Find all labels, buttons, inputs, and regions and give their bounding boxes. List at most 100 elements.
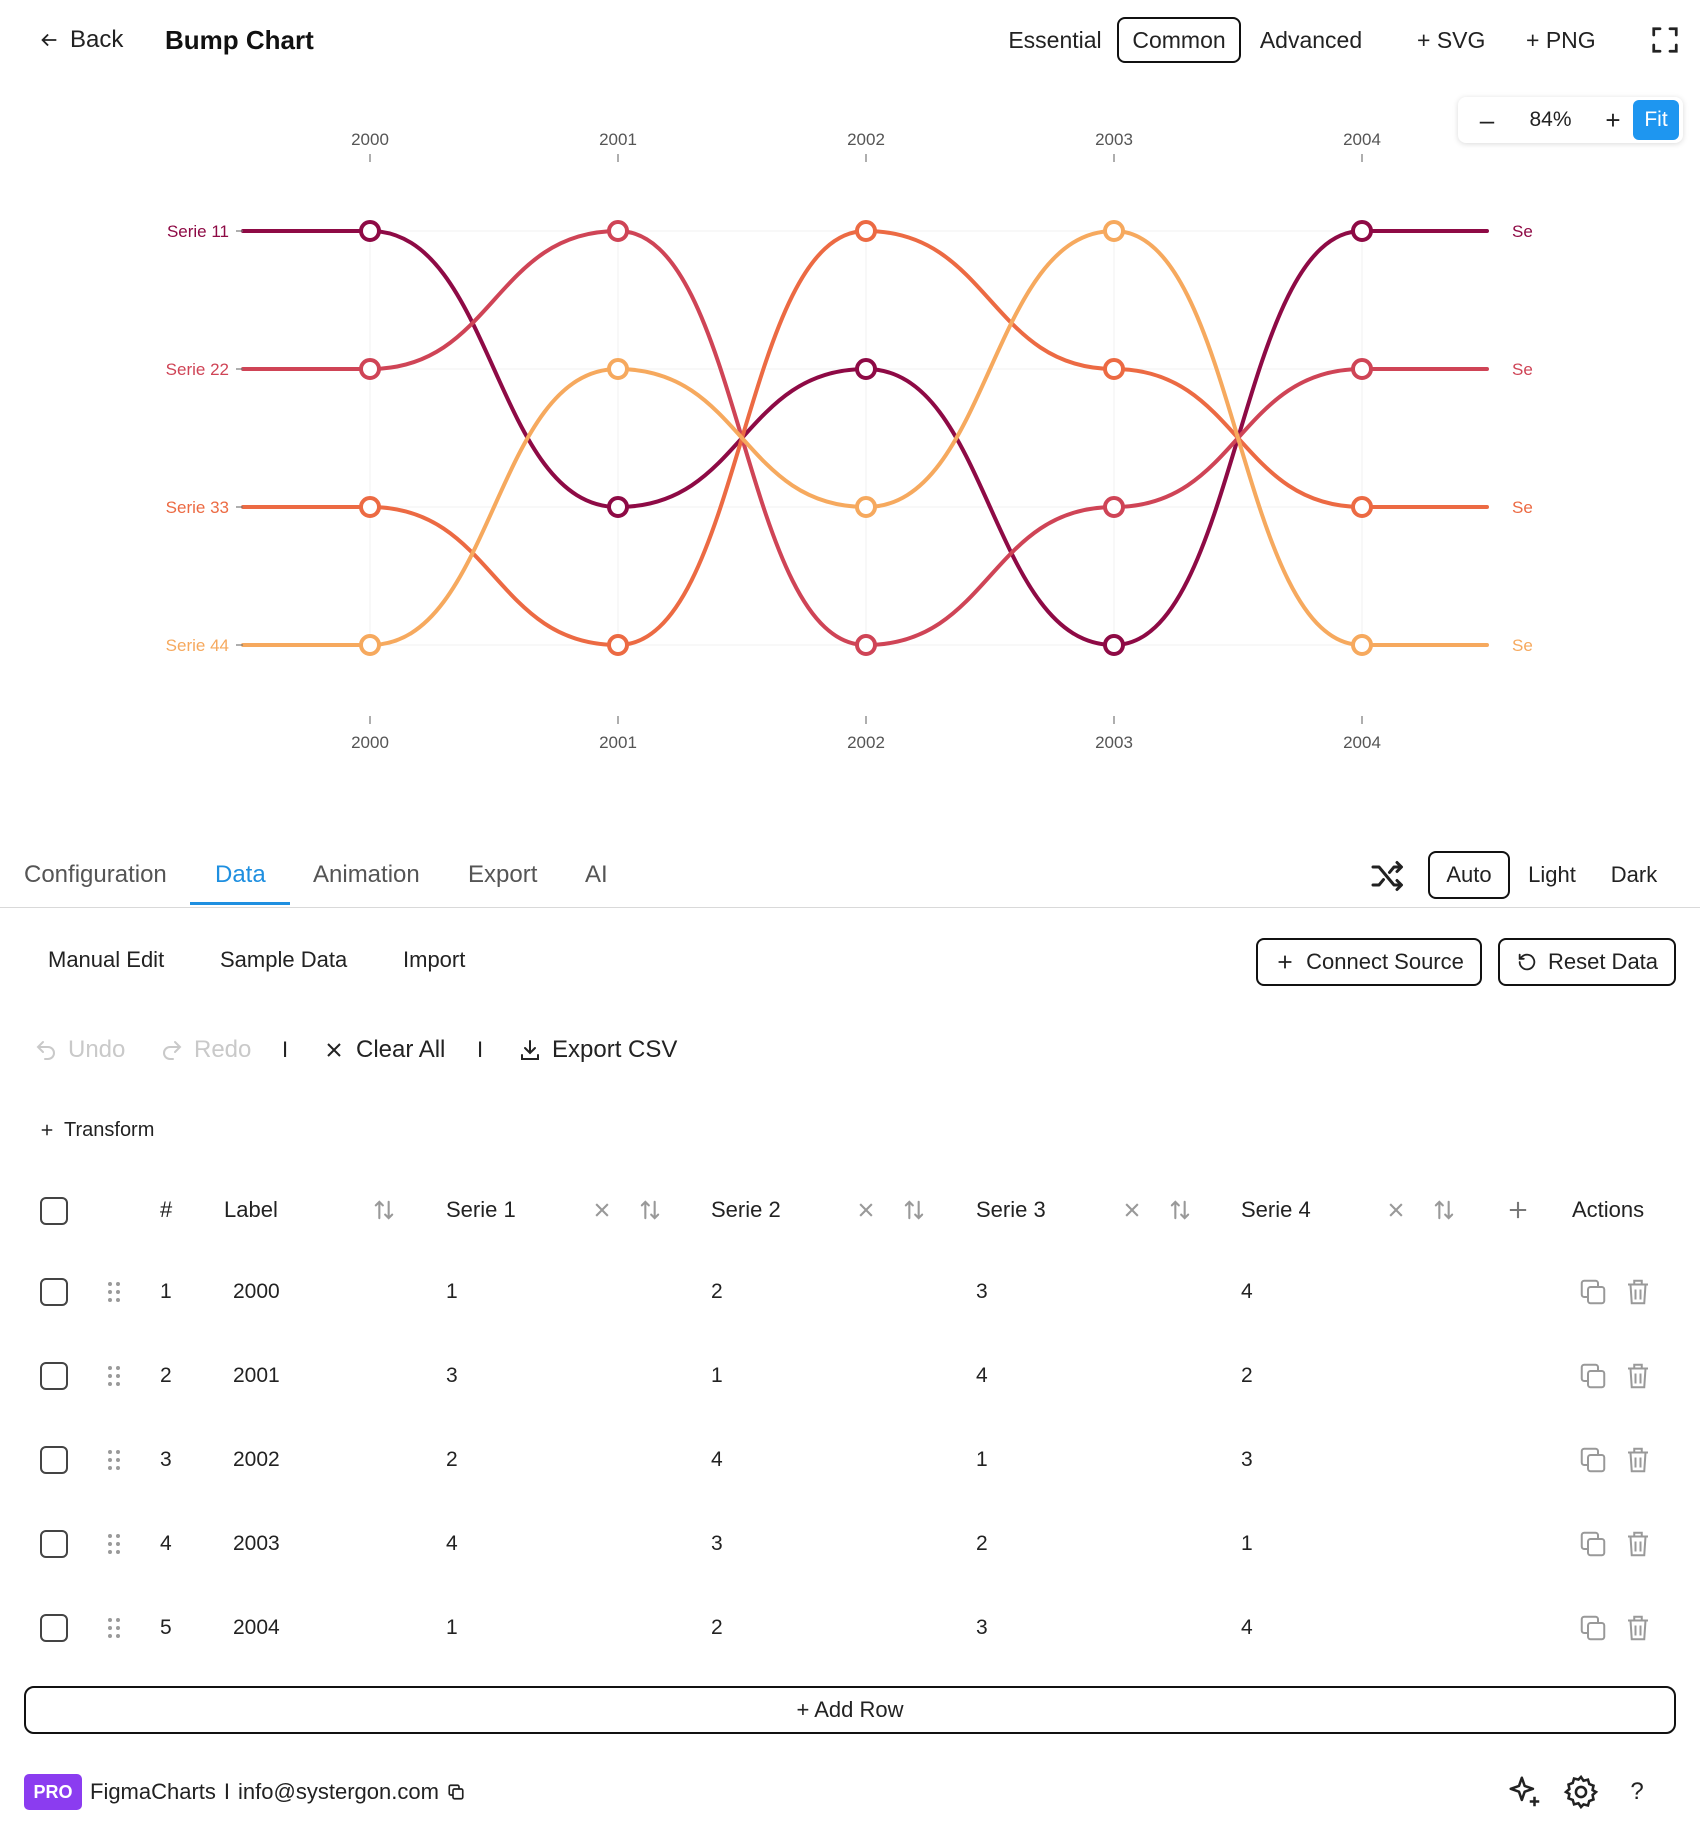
back-label: Back xyxy=(70,26,124,53)
sort-icon[interactable] xyxy=(900,1196,928,1224)
contact-email[interactable]: info@systergon.com xyxy=(238,1779,439,1804)
add-row-button[interactable]: + Add Row xyxy=(24,1686,1676,1734)
serie-2-cell[interactable]: 2 xyxy=(711,1616,723,1639)
redo-label: Redo xyxy=(194,1036,252,1063)
serie-2-cell[interactable]: 3 xyxy=(711,1532,723,1555)
gear-icon[interactable] xyxy=(1562,1773,1600,1811)
sort-icon[interactable] xyxy=(370,1196,398,1224)
row-checkbox[interactable] xyxy=(40,1362,68,1390)
transform-button[interactable]: Transform xyxy=(38,1112,154,1148)
mode-tab-essential[interactable]: Essential xyxy=(1008,27,1102,53)
serie-3-cell[interactable]: 1 xyxy=(976,1448,988,1471)
theme-light-button[interactable]: Light xyxy=(1528,862,1576,887)
serie-2-cell[interactable]: 1 xyxy=(711,1364,723,1387)
tab-manual-edit[interactable]: Manual Edit xyxy=(48,947,165,972)
serie-4-cell[interactable]: 2 xyxy=(1241,1364,1253,1387)
serie-1-cell[interactable]: 2 xyxy=(446,1448,458,1471)
remove-column-icon[interactable] xyxy=(588,1196,616,1224)
serie-3-cell[interactable]: 4 xyxy=(976,1364,988,1387)
label-cell[interactable]: 2003 xyxy=(233,1532,280,1555)
reset-icon xyxy=(1518,953,1536,971)
serie-4-cell[interactable]: 1 xyxy=(1241,1532,1253,1555)
duplicate-row-icon[interactable] xyxy=(1578,1277,1608,1307)
serie-2-cell[interactable]: 2 xyxy=(711,1280,723,1303)
label-cell[interactable]: 2001 xyxy=(233,1364,280,1387)
help-button[interactable]: ? xyxy=(1630,1778,1644,1805)
mode-tab-common[interactable]: Common xyxy=(1117,17,1241,63)
delete-row-icon[interactable] xyxy=(1623,1529,1653,1559)
drag-handle-icon[interactable] xyxy=(104,1530,124,1558)
remove-column-icon[interactable] xyxy=(1382,1196,1410,1224)
label-cell[interactable]: 2000 xyxy=(233,1280,280,1303)
sparkles-icon[interactable] xyxy=(1506,1773,1544,1811)
undo-button[interactable]: Undo xyxy=(34,1030,125,1070)
delete-row-icon[interactable] xyxy=(1623,1613,1653,1643)
serie-2-cell[interactable]: 4 xyxy=(711,1448,723,1471)
tab-ai[interactable]: AI xyxy=(585,861,608,888)
serie-1-cell[interactable]: 4 xyxy=(446,1532,458,1555)
drag-handle-icon[interactable] xyxy=(104,1446,124,1474)
serie-1-cell[interactable]: 1 xyxy=(446,1616,458,1639)
drag-handle-icon[interactable] xyxy=(104,1614,124,1642)
add-column-icon[interactable] xyxy=(1504,1196,1532,1224)
zoom-out-button[interactable]: – xyxy=(1479,105,1495,135)
row-checkbox[interactable] xyxy=(40,1278,68,1306)
drag-handle-icon[interactable] xyxy=(104,1278,124,1306)
duplicate-row-icon[interactable] xyxy=(1578,1445,1608,1475)
serie-3-cell[interactable]: 3 xyxy=(976,1616,988,1639)
remove-column-icon[interactable] xyxy=(1118,1196,1146,1224)
back-button[interactable]: Back xyxy=(38,20,123,60)
delete-row-icon[interactable] xyxy=(1623,1361,1653,1391)
theme-dark-button[interactable]: Dark xyxy=(1610,862,1658,887)
row-checkbox[interactable] xyxy=(40,1446,68,1474)
tab-configuration[interactable]: Configuration xyxy=(24,861,167,888)
label-cell[interactable]: 2002 xyxy=(233,1448,280,1471)
row-checkbox[interactable] xyxy=(40,1614,68,1642)
serie-4-cell[interactable]: 3 xyxy=(1241,1448,1253,1471)
drag-handle-icon[interactable] xyxy=(104,1362,124,1390)
serie-4-cell[interactable]: 4 xyxy=(1241,1616,1253,1639)
redo-button[interactable]: Redo xyxy=(160,1030,251,1070)
serie-4-cell[interactable]: 4 xyxy=(1241,1280,1253,1303)
shuffle-icon[interactable] xyxy=(1370,858,1406,894)
sort-icon[interactable] xyxy=(1430,1196,1458,1224)
tab-sample-data[interactable]: Sample Data xyxy=(220,947,348,972)
export-png-button[interactable]: + PNG xyxy=(1526,27,1596,53)
duplicate-row-icon[interactable] xyxy=(1578,1613,1608,1643)
serie-3-cell[interactable]: 3 xyxy=(976,1280,988,1303)
delete-row-icon[interactable] xyxy=(1623,1277,1653,1307)
sort-icon[interactable] xyxy=(636,1196,664,1224)
serie-3-cell[interactable]: 2 xyxy=(976,1532,988,1555)
mode-tab-advanced[interactable]: Advanced xyxy=(1259,27,1363,53)
sort-icon[interactable] xyxy=(1166,1196,1194,1224)
theme-auto-button[interactable]: Auto xyxy=(1428,851,1510,899)
duplicate-row-icon[interactable] xyxy=(1578,1361,1608,1391)
serie-1-cell[interactable]: 1 xyxy=(446,1280,458,1303)
fullscreen-icon[interactable] xyxy=(1650,25,1680,55)
delete-row-icon[interactable] xyxy=(1623,1445,1653,1475)
label-cell[interactable]: 2004 xyxy=(233,1616,280,1639)
serie-1-cell[interactable]: 3 xyxy=(446,1364,458,1387)
zoom-in-button[interactable]: + xyxy=(1605,105,1621,135)
select-all-checkbox[interactable] xyxy=(40,1197,68,1225)
reset-data-button[interactable]: Reset Data xyxy=(1498,938,1676,986)
column-header-label: Label xyxy=(224,1197,278,1222)
copy-icon[interactable] xyxy=(447,1783,465,1801)
tab-animation[interactable]: Animation xyxy=(313,861,420,888)
tab-data[interactable]: Data xyxy=(215,861,266,888)
y-axis-label: Serie 33 xyxy=(166,498,229,517)
data-point xyxy=(855,634,877,656)
connect-source-button[interactable]: Connect Source xyxy=(1256,938,1482,986)
export-csv-button[interactable]: Export CSV xyxy=(518,1030,677,1070)
row-checkbox[interactable] xyxy=(40,1530,68,1558)
export-svg-button[interactable]: + SVG xyxy=(1417,27,1486,53)
fit-button[interactable]: Fit xyxy=(1633,100,1679,140)
remove-column-icon[interactable] xyxy=(852,1196,880,1224)
clear-all-button[interactable]: Clear All xyxy=(322,1030,445,1070)
duplicate-row-icon[interactable] xyxy=(1578,1529,1608,1559)
column-header-actions: Actions xyxy=(1572,1197,1645,1222)
tab-export[interactable]: Export xyxy=(468,861,538,888)
series-line xyxy=(241,229,1489,648)
brand-name: FigmaCharts xyxy=(90,1779,216,1804)
tab-import[interactable]: Import xyxy=(403,947,466,972)
